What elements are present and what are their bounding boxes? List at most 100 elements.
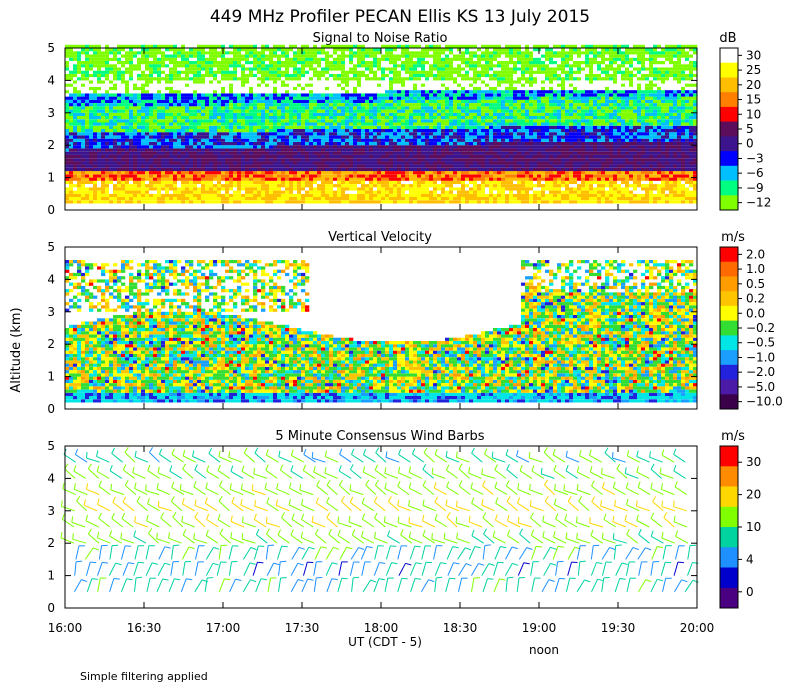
snr-cell — [461, 73, 466, 78]
snr-cell — [253, 190, 258, 194]
snr-cell — [261, 119, 266, 123]
snr-cell — [377, 44, 382, 48]
snr-cell — [469, 125, 474, 129]
snr-cell — [409, 54, 414, 58]
snr-cell — [197, 64, 202, 68]
snr-cell — [353, 122, 358, 126]
snr-cell — [457, 180, 462, 184]
snr-cell — [153, 48, 158, 52]
snr-cell — [221, 119, 226, 123]
snr-cell — [273, 64, 278, 68]
snr-cell — [389, 158, 394, 162]
snr-cell — [73, 122, 78, 126]
snr-cell — [313, 51, 318, 55]
snr-cell — [249, 86, 254, 91]
snr-cell — [469, 184, 474, 188]
snr-cell — [241, 48, 246, 52]
snr-cell — [253, 138, 258, 142]
snr-cell — [301, 67, 306, 71]
snr-cell — [273, 158, 278, 162]
snr-cell — [433, 167, 438, 172]
snr-cell — [353, 190, 358, 194]
snr-cell — [457, 51, 462, 55]
snr-cell — [85, 161, 90, 165]
snr-cell — [65, 197, 70, 201]
snr-cell — [257, 145, 262, 149]
snr-cell — [273, 73, 278, 78]
snr-cell — [461, 122, 466, 126]
snr-cell — [257, 54, 262, 58]
snr-cell — [233, 54, 238, 58]
snr-cell — [313, 177, 318, 181]
snr-cell — [397, 61, 402, 65]
snr-cell — [313, 77, 318, 81]
snr-cell — [177, 106, 182, 110]
snr-cell — [217, 93, 222, 97]
snr-cell — [241, 54, 246, 58]
snr-cell — [77, 96, 82, 100]
snr-cell — [165, 129, 170, 133]
snr-cell — [205, 93, 210, 97]
snr-cell — [285, 67, 290, 71]
snr-cell — [389, 70, 394, 74]
snr-cell — [405, 125, 410, 129]
snr-cell — [353, 161, 358, 165]
snr-cell — [69, 180, 74, 184]
snr-cell — [129, 187, 134, 191]
snr-cell — [213, 119, 218, 123]
snr-cell — [277, 145, 282, 149]
snr-cell — [153, 174, 158, 178]
snr-cell — [189, 54, 194, 58]
snr-cell — [113, 154, 118, 159]
snr-cell — [337, 103, 342, 107]
snr-cell — [265, 73, 270, 78]
snr-cell — [165, 177, 170, 181]
snr-cell — [329, 138, 334, 142]
snr-cell — [373, 99, 378, 103]
snr-cell — [65, 57, 70, 61]
snr-cell — [465, 109, 470, 113]
snr-cell — [429, 167, 434, 172]
snr-cell — [285, 184, 290, 188]
snr-cell — [81, 145, 86, 149]
snr-cell — [97, 103, 102, 107]
snr-cell — [257, 112, 262, 116]
snr-cell — [157, 64, 162, 68]
snr-cell — [317, 200, 322, 204]
snr-cell — [77, 51, 82, 55]
snr-cell — [409, 112, 414, 116]
snr-cell — [441, 180, 446, 184]
snr-cell — [353, 197, 358, 201]
snr-cell — [181, 93, 186, 97]
snr-cell — [389, 61, 394, 65]
snr-cell — [117, 151, 122, 155]
snr-cell — [389, 109, 394, 113]
snr-cell — [245, 174, 250, 178]
snr-cell — [181, 86, 186, 91]
snr-cell — [241, 80, 246, 84]
snr-cell — [377, 70, 382, 74]
snr-cell — [169, 177, 174, 181]
snr-cell — [417, 125, 422, 129]
snr-cell — [217, 122, 222, 126]
snr-cell — [217, 103, 222, 107]
snr-cell — [233, 158, 238, 162]
snr-cell — [341, 51, 346, 55]
snr-cell — [437, 57, 442, 61]
snr-cell — [285, 57, 290, 61]
snr-cell — [449, 77, 454, 81]
snr-cell — [293, 158, 298, 162]
snr-cell — [85, 122, 90, 126]
snr-cell — [457, 86, 462, 91]
snr-cell — [437, 83, 442, 87]
snr-cell — [333, 116, 338, 120]
snr-cell — [129, 148, 134, 152]
snr-cell — [177, 122, 182, 126]
snr-cell — [145, 154, 150, 159]
snr-cell — [365, 145, 370, 149]
snr-cell — [261, 171, 266, 175]
snr-cell — [213, 190, 218, 194]
snr-cell — [321, 161, 326, 165]
snr-cell — [381, 70, 386, 74]
snr-cell — [293, 129, 298, 133]
